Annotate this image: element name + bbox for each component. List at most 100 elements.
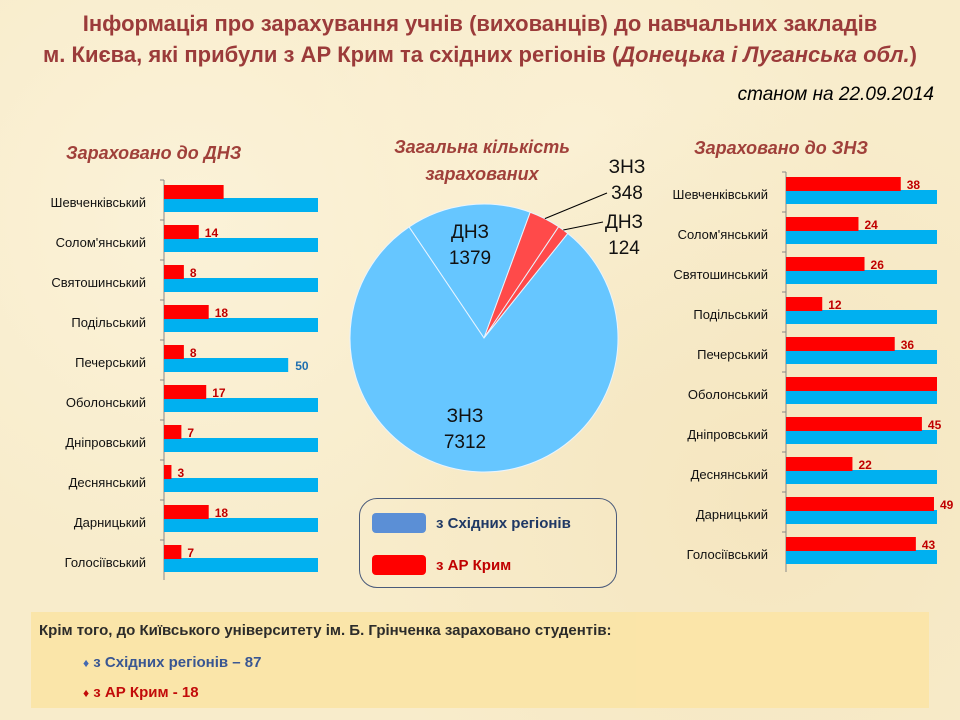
bar-east bbox=[786, 430, 937, 444]
bar-crimea bbox=[786, 377, 937, 391]
bar-east bbox=[786, 190, 937, 204]
title-part: ) bbox=[909, 42, 917, 67]
pie-slice-value: 348 bbox=[611, 183, 643, 204]
pie-slice bbox=[349, 226, 619, 473]
note-east-text: з Східних регіонів – 87 bbox=[93, 654, 262, 671]
pie-slice-label: ДНЗ bbox=[451, 222, 489, 243]
bar-east bbox=[786, 550, 937, 564]
bar-east bbox=[786, 230, 937, 244]
data-label-crimea: 38 bbox=[907, 178, 921, 192]
pie-slice-value: 124 bbox=[608, 238, 640, 259]
bar-crimea bbox=[164, 265, 184, 279]
category-label: Печерський bbox=[75, 355, 146, 370]
title-regions: Донецька і Луганська обл. bbox=[619, 42, 910, 67]
category-label: Шевченківський bbox=[673, 187, 768, 202]
legend-swatch-crimea bbox=[372, 555, 426, 575]
data-label-crimea: 7 bbox=[187, 546, 194, 560]
bar-crimea bbox=[164, 185, 224, 199]
data-label-crimea: 22 bbox=[858, 458, 872, 472]
data-label-crimea: 18 bbox=[215, 506, 229, 520]
bar-crimea bbox=[164, 545, 182, 559]
title-line-2: м. Києва, які прибули з АР Крим та східн… bbox=[0, 39, 960, 70]
pie-chart-title: Загальна кількість зарахованих bbox=[394, 137, 570, 184]
category-label: Дарницький bbox=[696, 507, 768, 522]
bar-crimea bbox=[164, 345, 184, 359]
znz-chart-title: Зараховано до ЗНЗ bbox=[694, 138, 868, 158]
university-note: Крім того, до Київського університету ім… bbox=[31, 612, 929, 708]
leader-line bbox=[544, 192, 608, 220]
category-label: Голосіївський bbox=[65, 555, 146, 570]
legend-label-east: з Східних регіонів bbox=[436, 514, 571, 532]
bar-crimea bbox=[164, 305, 209, 319]
title-line-1: Інформація про зарахування учнів (вихова… bbox=[82, 11, 878, 36]
category-label: Деснянський bbox=[69, 475, 146, 490]
legend-swatch-east bbox=[372, 513, 426, 533]
category-label: Дарницький bbox=[74, 515, 146, 530]
bar-east bbox=[164, 278, 318, 292]
pie-slice-label: ДНЗ bbox=[605, 212, 643, 233]
data-label-crimea: 49 bbox=[940, 498, 954, 512]
dnz-chart-title: Зараховано до ДНЗ bbox=[66, 143, 242, 163]
bar-crimea bbox=[786, 337, 895, 351]
category-label: Дніпровський bbox=[65, 435, 146, 450]
category-label: Дніпровський bbox=[687, 427, 768, 442]
bullet-icon: ♦ bbox=[83, 686, 90, 700]
data-label-crimea: 36 bbox=[901, 338, 915, 352]
data-label-crimea: 26 bbox=[871, 258, 885, 272]
category-label: Святошинський bbox=[51, 275, 146, 290]
data-label-crimea: 17 bbox=[212, 386, 226, 400]
bullet-icon: ♦ bbox=[83, 656, 90, 670]
bar-crimea bbox=[786, 177, 901, 191]
legend: з Східних регіонів з АР Крим bbox=[359, 498, 617, 588]
category-label: Солом'янський bbox=[678, 227, 768, 242]
bar-east bbox=[786, 270, 937, 284]
bar-crimea bbox=[164, 465, 172, 479]
bar-east bbox=[786, 510, 937, 524]
bar-east bbox=[164, 318, 318, 332]
date-label: станом на 22.09.2014 bbox=[737, 84, 934, 105]
data-label-crimea: 7 bbox=[187, 426, 194, 440]
bar-crimea bbox=[786, 537, 916, 551]
bar-east bbox=[164, 438, 318, 452]
bar-crimea bbox=[164, 505, 209, 519]
bar-east bbox=[164, 238, 318, 252]
bar-crimea bbox=[786, 417, 922, 431]
pie-slice-label: ЗНЗ bbox=[609, 157, 646, 178]
leader-line bbox=[563, 221, 604, 231]
note-heading: Крім того, до Київського університету ім… bbox=[39, 622, 612, 639]
bar-east bbox=[786, 470, 937, 484]
bar-crimea bbox=[164, 385, 207, 399]
category-label: Печерський bbox=[697, 347, 768, 362]
bar-crimea bbox=[164, 225, 199, 239]
data-label-crimea: 14 bbox=[205, 226, 219, 240]
bar-east bbox=[164, 478, 318, 492]
category-label: Подільський bbox=[693, 307, 768, 322]
bar-crimea bbox=[164, 425, 182, 439]
bar-east bbox=[164, 518, 318, 532]
bar-east bbox=[786, 310, 937, 324]
bar-east bbox=[164, 558, 318, 572]
bar-east bbox=[164, 358, 289, 372]
category-label: Шевченківський bbox=[51, 195, 146, 210]
bar-crimea bbox=[786, 297, 823, 311]
data-label-crimea: 8 bbox=[190, 346, 197, 360]
data-label-crimea: 8 bbox=[190, 266, 197, 280]
bar-crimea bbox=[786, 257, 865, 271]
bar-east bbox=[786, 390, 937, 404]
category-label: Голосіївський bbox=[687, 547, 768, 562]
note-crimea-text: з АР Крим - 18 bbox=[93, 684, 199, 701]
note-item-east: ♦ з Східних регіонів – 87 bbox=[83, 654, 261, 671]
pie-slice-value: 1379 bbox=[449, 248, 491, 269]
data-label-crimea: 43 bbox=[922, 538, 936, 552]
category-label: Деснянський bbox=[691, 467, 768, 482]
bar-east bbox=[786, 350, 937, 364]
data-label-crimea: 3 bbox=[177, 466, 184, 480]
data-label-crimea: 18 bbox=[215, 306, 229, 320]
data-label-crimea: 45 bbox=[928, 418, 942, 432]
bar-east bbox=[164, 198, 318, 212]
category-label: Оболонський bbox=[66, 395, 146, 410]
data-label-crimea: 24 bbox=[864, 218, 878, 232]
bar-east bbox=[164, 398, 318, 412]
data-label-east: 50 bbox=[295, 359, 309, 373]
